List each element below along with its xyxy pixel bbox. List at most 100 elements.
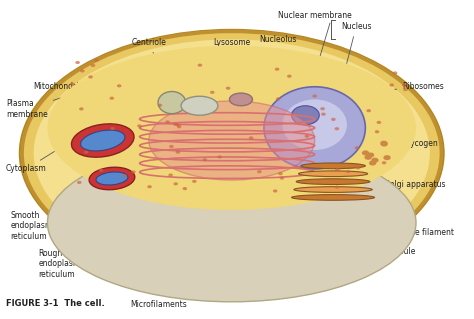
Circle shape xyxy=(192,180,197,183)
Circle shape xyxy=(376,121,381,124)
Ellipse shape xyxy=(20,30,444,277)
Circle shape xyxy=(91,64,95,67)
Circle shape xyxy=(331,118,336,121)
Ellipse shape xyxy=(89,167,135,190)
Circle shape xyxy=(380,141,388,146)
Circle shape xyxy=(202,158,207,161)
Circle shape xyxy=(390,84,394,86)
Circle shape xyxy=(168,174,173,177)
Text: Rough
endoplasmic
reticulum: Rough endoplasmic reticulum xyxy=(38,224,128,279)
Text: Glycogen: Glycogen xyxy=(398,139,438,148)
Circle shape xyxy=(383,155,391,160)
Circle shape xyxy=(198,63,202,67)
Ellipse shape xyxy=(72,124,134,157)
Circle shape xyxy=(75,61,80,64)
Circle shape xyxy=(157,104,162,107)
Circle shape xyxy=(88,75,93,78)
Text: Microtubule: Microtubule xyxy=(336,245,415,256)
Circle shape xyxy=(365,155,372,160)
Ellipse shape xyxy=(81,130,125,151)
Ellipse shape xyxy=(149,101,315,180)
Circle shape xyxy=(94,59,99,62)
Ellipse shape xyxy=(47,144,416,302)
Circle shape xyxy=(369,160,376,166)
Text: Smooth
endoplasmic
reticulum: Smooth endoplasmic reticulum xyxy=(10,193,91,241)
Circle shape xyxy=(70,82,75,85)
Text: Microfilaments: Microfilaments xyxy=(130,282,187,309)
Circle shape xyxy=(381,142,388,146)
Ellipse shape xyxy=(264,87,365,169)
Ellipse shape xyxy=(299,171,368,177)
Ellipse shape xyxy=(229,93,253,106)
Circle shape xyxy=(366,109,371,112)
Circle shape xyxy=(109,97,114,100)
Circle shape xyxy=(375,130,379,133)
Circle shape xyxy=(275,68,279,71)
Circle shape xyxy=(278,172,283,175)
Ellipse shape xyxy=(158,92,186,114)
Circle shape xyxy=(173,182,178,185)
Circle shape xyxy=(367,152,374,158)
Circle shape xyxy=(393,71,397,75)
Circle shape xyxy=(173,123,178,126)
Ellipse shape xyxy=(47,46,416,210)
Circle shape xyxy=(84,151,89,154)
Circle shape xyxy=(355,146,359,149)
Circle shape xyxy=(131,170,136,174)
Circle shape xyxy=(312,94,317,98)
Circle shape xyxy=(402,83,406,86)
Circle shape xyxy=(335,168,340,171)
Circle shape xyxy=(182,187,187,190)
Ellipse shape xyxy=(294,187,372,192)
Text: Golgi apparatus: Golgi apparatus xyxy=(364,180,445,189)
Circle shape xyxy=(371,158,379,163)
Circle shape xyxy=(165,120,170,123)
Circle shape xyxy=(218,155,222,159)
Circle shape xyxy=(177,125,182,128)
Circle shape xyxy=(362,150,369,155)
Text: Nucleolus: Nucleolus xyxy=(259,35,297,100)
Circle shape xyxy=(210,91,215,94)
Circle shape xyxy=(122,174,127,177)
Circle shape xyxy=(176,123,181,127)
Text: Intermediate filament: Intermediate filament xyxy=(354,226,454,237)
Circle shape xyxy=(257,170,262,173)
Circle shape xyxy=(305,135,309,138)
Circle shape xyxy=(280,176,284,180)
Circle shape xyxy=(287,75,292,78)
Circle shape xyxy=(335,186,339,189)
Text: Cytoplasm: Cytoplasm xyxy=(6,152,55,174)
Text: Ribosomes: Ribosomes xyxy=(391,82,444,91)
Ellipse shape xyxy=(96,172,128,185)
Ellipse shape xyxy=(301,163,365,169)
Ellipse shape xyxy=(181,96,218,115)
Circle shape xyxy=(292,106,319,125)
Circle shape xyxy=(169,145,174,148)
Circle shape xyxy=(320,107,325,110)
Text: Plasma
membrane: Plasma membrane xyxy=(6,97,63,119)
Circle shape xyxy=(321,113,326,116)
Ellipse shape xyxy=(34,39,430,267)
Text: Chromatin: Chromatin xyxy=(258,51,304,119)
Ellipse shape xyxy=(292,195,374,200)
Circle shape xyxy=(79,107,83,110)
Circle shape xyxy=(249,137,254,139)
Circle shape xyxy=(77,181,82,184)
Circle shape xyxy=(356,166,360,169)
Text: FIGURE 3-1  The cell.: FIGURE 3-1 The cell. xyxy=(6,299,105,308)
Circle shape xyxy=(110,127,115,130)
Circle shape xyxy=(137,124,142,128)
Circle shape xyxy=(335,127,339,130)
Ellipse shape xyxy=(296,179,370,184)
Circle shape xyxy=(346,170,350,173)
Text: Mitochondrion: Mitochondrion xyxy=(34,82,101,126)
Circle shape xyxy=(226,87,230,90)
Text: Lysosome: Lysosome xyxy=(213,38,250,87)
Circle shape xyxy=(273,189,277,193)
Circle shape xyxy=(117,84,121,87)
Circle shape xyxy=(403,88,408,91)
Circle shape xyxy=(80,69,85,72)
Text: Centriole: Centriole xyxy=(131,38,171,94)
Text: Nucleus: Nucleus xyxy=(341,22,371,78)
Circle shape xyxy=(147,185,152,188)
